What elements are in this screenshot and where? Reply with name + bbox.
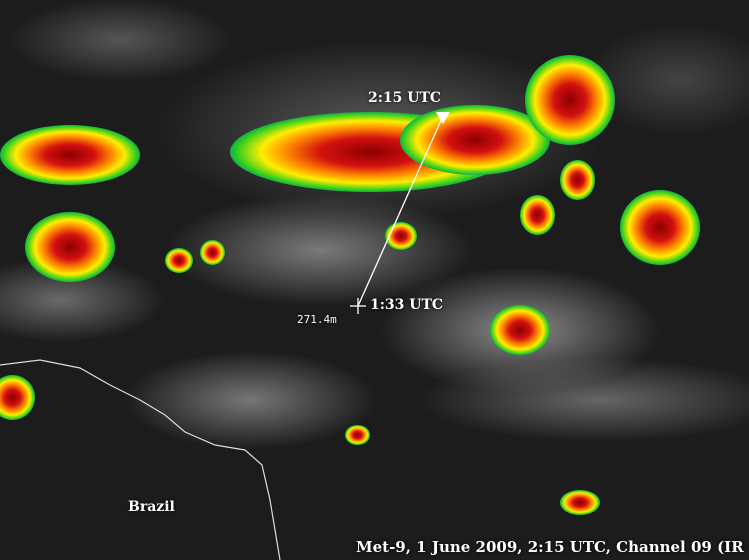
- storm-cell: [560, 490, 600, 515]
- storm-cell: [0, 375, 35, 420]
- country-label: Brazil: [128, 499, 175, 515]
- storm-cell: [200, 240, 225, 265]
- storm-cell: [0, 125, 140, 185]
- end-marker-icon: [436, 112, 450, 124]
- storm-cell: [560, 160, 595, 200]
- storm-cell: [620, 190, 700, 265]
- storm-cell: [385, 222, 417, 250]
- end-time-label: 2:15 UTC: [368, 90, 442, 106]
- altitude-label: 271.4m: [297, 313, 337, 326]
- storm-cell: [525, 55, 615, 145]
- storm-cell: [25, 212, 115, 282]
- storm-cell: [520, 195, 555, 235]
- storm-cell: [400, 105, 550, 175]
- storm-cell: [345, 425, 370, 445]
- storm-cell: [165, 248, 193, 273]
- storm-cell: [490, 305, 550, 355]
- start-time-label: 1:33 UTC: [370, 297, 444, 313]
- image-caption: Met-9, 1 June 2009, 2:15 UTC, Channel 09…: [356, 538, 744, 556]
